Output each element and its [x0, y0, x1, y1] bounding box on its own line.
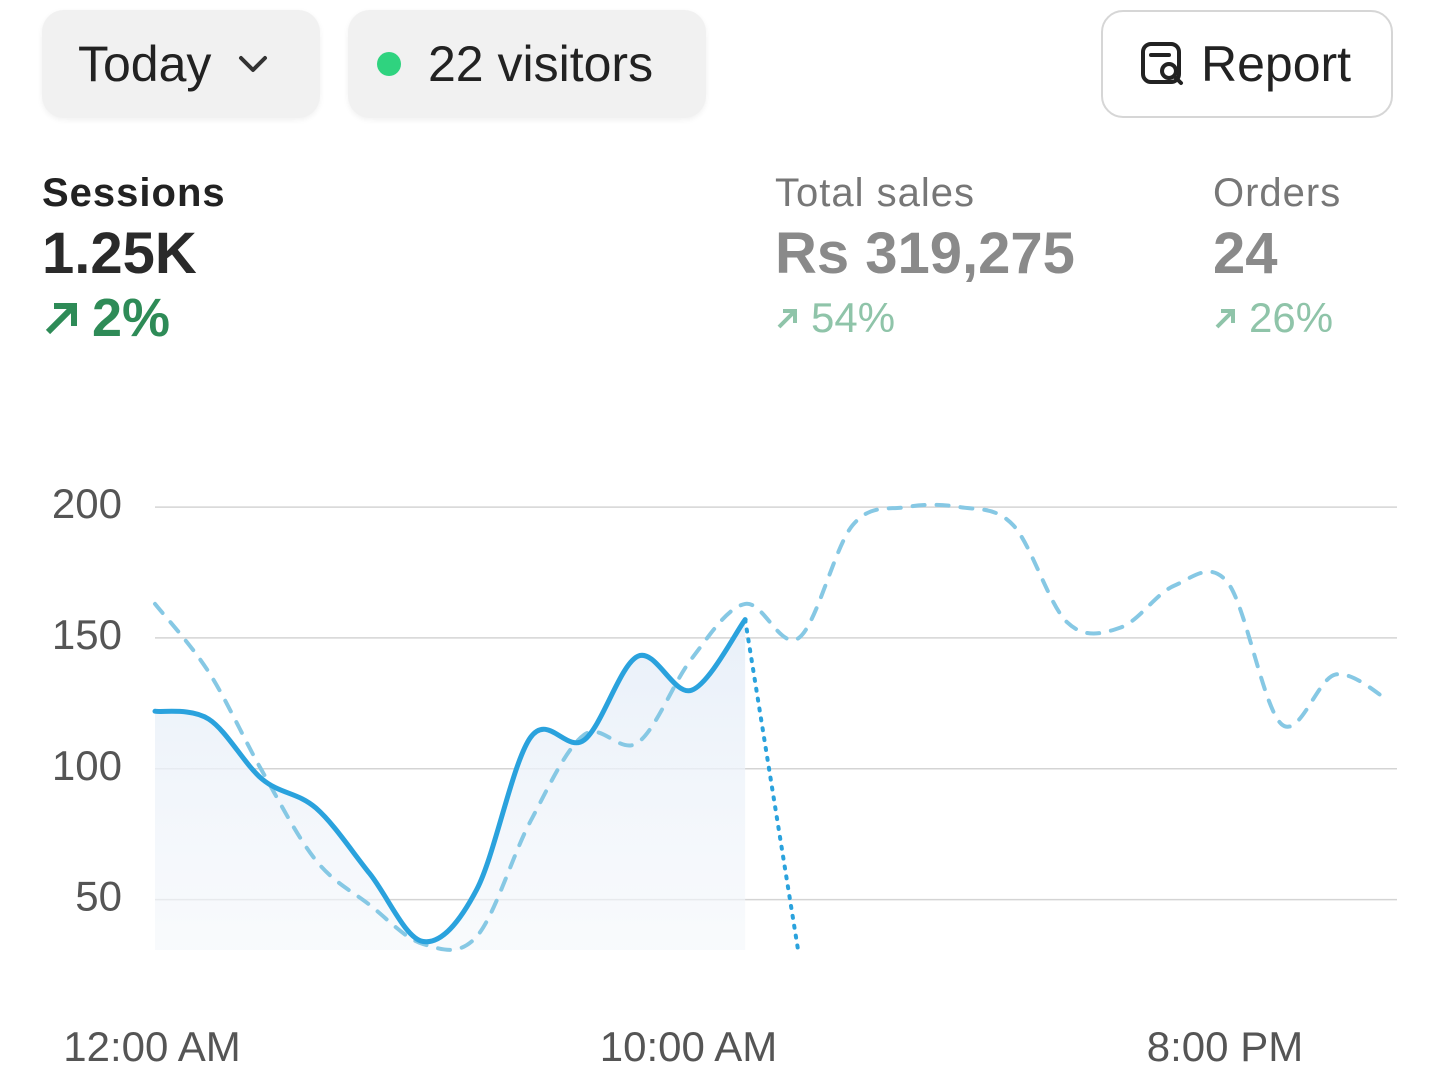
- live-dot: [377, 52, 401, 76]
- trend-arrow: [45, 303, 77, 335]
- metric-change: 26%: [1213, 290, 1341, 346]
- period-label: Today: [78, 36, 212, 92]
- report-label: Report: [1201, 36, 1352, 92]
- period-button[interactable]: Today: [42, 10, 320, 118]
- y-tick-label: 50: [75, 873, 122, 920]
- metric-value: 1.25K: [42, 221, 197, 286]
- visitors-button[interactable]: 22 visitors: [348, 10, 706, 118]
- metric-change: 54%: [775, 290, 1075, 346]
- trend-arrow: [777, 309, 797, 329]
- line: [152, 617, 748, 945]
- chevron-icon: [239, 56, 268, 72]
- report-icon: [1141, 42, 1183, 85]
- trend-arrow: [1215, 309, 1235, 329]
- metric-label: Sessions: [42, 171, 226, 215]
- comparison-line: [153, 502, 1391, 952]
- metric-label: Total sales: [775, 171, 975, 215]
- x-tick-label: 10:00 AM: [600, 1023, 777, 1070]
- metric-value: 24: [1213, 221, 1278, 286]
- metric-tab[interactable]: Orders 24 26%: [1213, 168, 1341, 346]
- y-tick-label: 100: [52, 742, 122, 789]
- y-tick-label: 200: [52, 480, 122, 527]
- metric-change-value: 54%: [811, 294, 896, 341]
- x-tick-label: 12:00 AM: [63, 1023, 240, 1070]
- y-tick-label: 150: [52, 611, 122, 658]
- metric-tab[interactable]: Sessions 1.25K 2%: [42, 168, 226, 346]
- metric-tab[interactable]: Total sales Rs 319,275 54%: [775, 168, 1075, 346]
- metric-change: 2%: [42, 290, 226, 346]
- report-button[interactable]: Report: [1101, 10, 1393, 118]
- x-tick-label: 8:00 PM: [1147, 1023, 1303, 1070]
- metric-change-value: 2%: [92, 288, 171, 348]
- visitors-label: 22 visitors: [428, 36, 654, 92]
- metric-label: Orders: [1213, 171, 1342, 215]
- metric-change-value: 26%: [1249, 294, 1334, 341]
- metric-value: Rs 319,275: [775, 221, 1075, 286]
- partial-line: [743, 617, 801, 957]
- area: [155, 619, 746, 950]
